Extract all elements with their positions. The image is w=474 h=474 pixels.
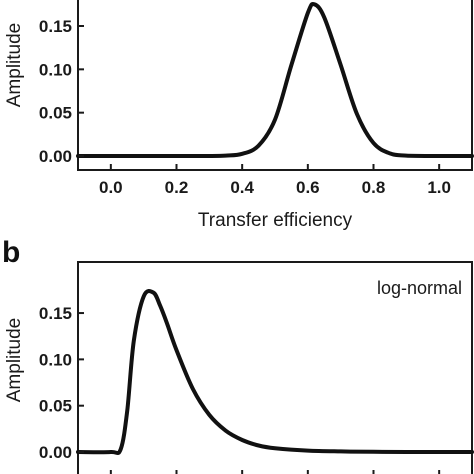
panel-b: b log-normal 0.00 0.05 0.10 0.15 Amplitude	[2, 236, 474, 474]
panel-a-x-ticks: 0.0 0.2 0.4 0.6 0.8 1.0	[99, 164, 451, 197]
panel-a-y-tick-label: 0.05	[39, 104, 72, 123]
panel-b-series-line	[76, 288, 474, 456]
panel-a-x-tick-label: 0.4	[230, 178, 254, 197]
panel-b-y-tick-label: 0.10	[39, 350, 72, 369]
panel-b-annotation: log-normal	[377, 278, 462, 298]
panel-b-y-ticks: 0.00 0.05 0.10 0.15	[39, 304, 84, 462]
panel-a-y-ticks: 0.00 0.05 0.10 0.15	[39, 17, 84, 166]
panel-a-y-tick-label: 0.15	[39, 17, 72, 36]
panel-a-y-tick-label: 0.00	[39, 147, 72, 166]
panel-a-plot-frame	[77, 0, 473, 171]
panel-a-x-tick-label: 0.2	[165, 178, 189, 197]
panel-b-x-ticks	[109, 470, 441, 474]
panel-a-x-axis-label: Transfer efficiency	[198, 210, 353, 231]
panel-a-x-tick-label: 1.0	[427, 178, 451, 197]
panel-b-y-tick-label: 0.00	[39, 443, 72, 462]
panel-b-plot-frame	[77, 261, 473, 474]
panel-a-x-tick-label: 0.0	[99, 178, 123, 197]
panel-b-y-axis-label: Amplitude	[4, 318, 25, 403]
panel-a: 0.00 0.05 0.10 0.15 0.0 0.2 0.4 0.6 0.8 1.0 Ampl…	[4, 0, 474, 231]
panel-a-series-line	[76, 1, 474, 159]
panel-b-y-tick-label: 0.05	[39, 397, 72, 416]
panel-a-y-tick-label: 0.10	[39, 60, 72, 79]
panel-a-x-tick-label: 0.8	[362, 178, 386, 197]
panel-b-y-tick-label: 0.15	[39, 304, 72, 323]
panel-b-label: b	[2, 236, 20, 269]
panel-a-x-tick-label: 0.6	[296, 178, 320, 197]
panel-a-y-axis-label: Amplitude	[4, 23, 25, 108]
